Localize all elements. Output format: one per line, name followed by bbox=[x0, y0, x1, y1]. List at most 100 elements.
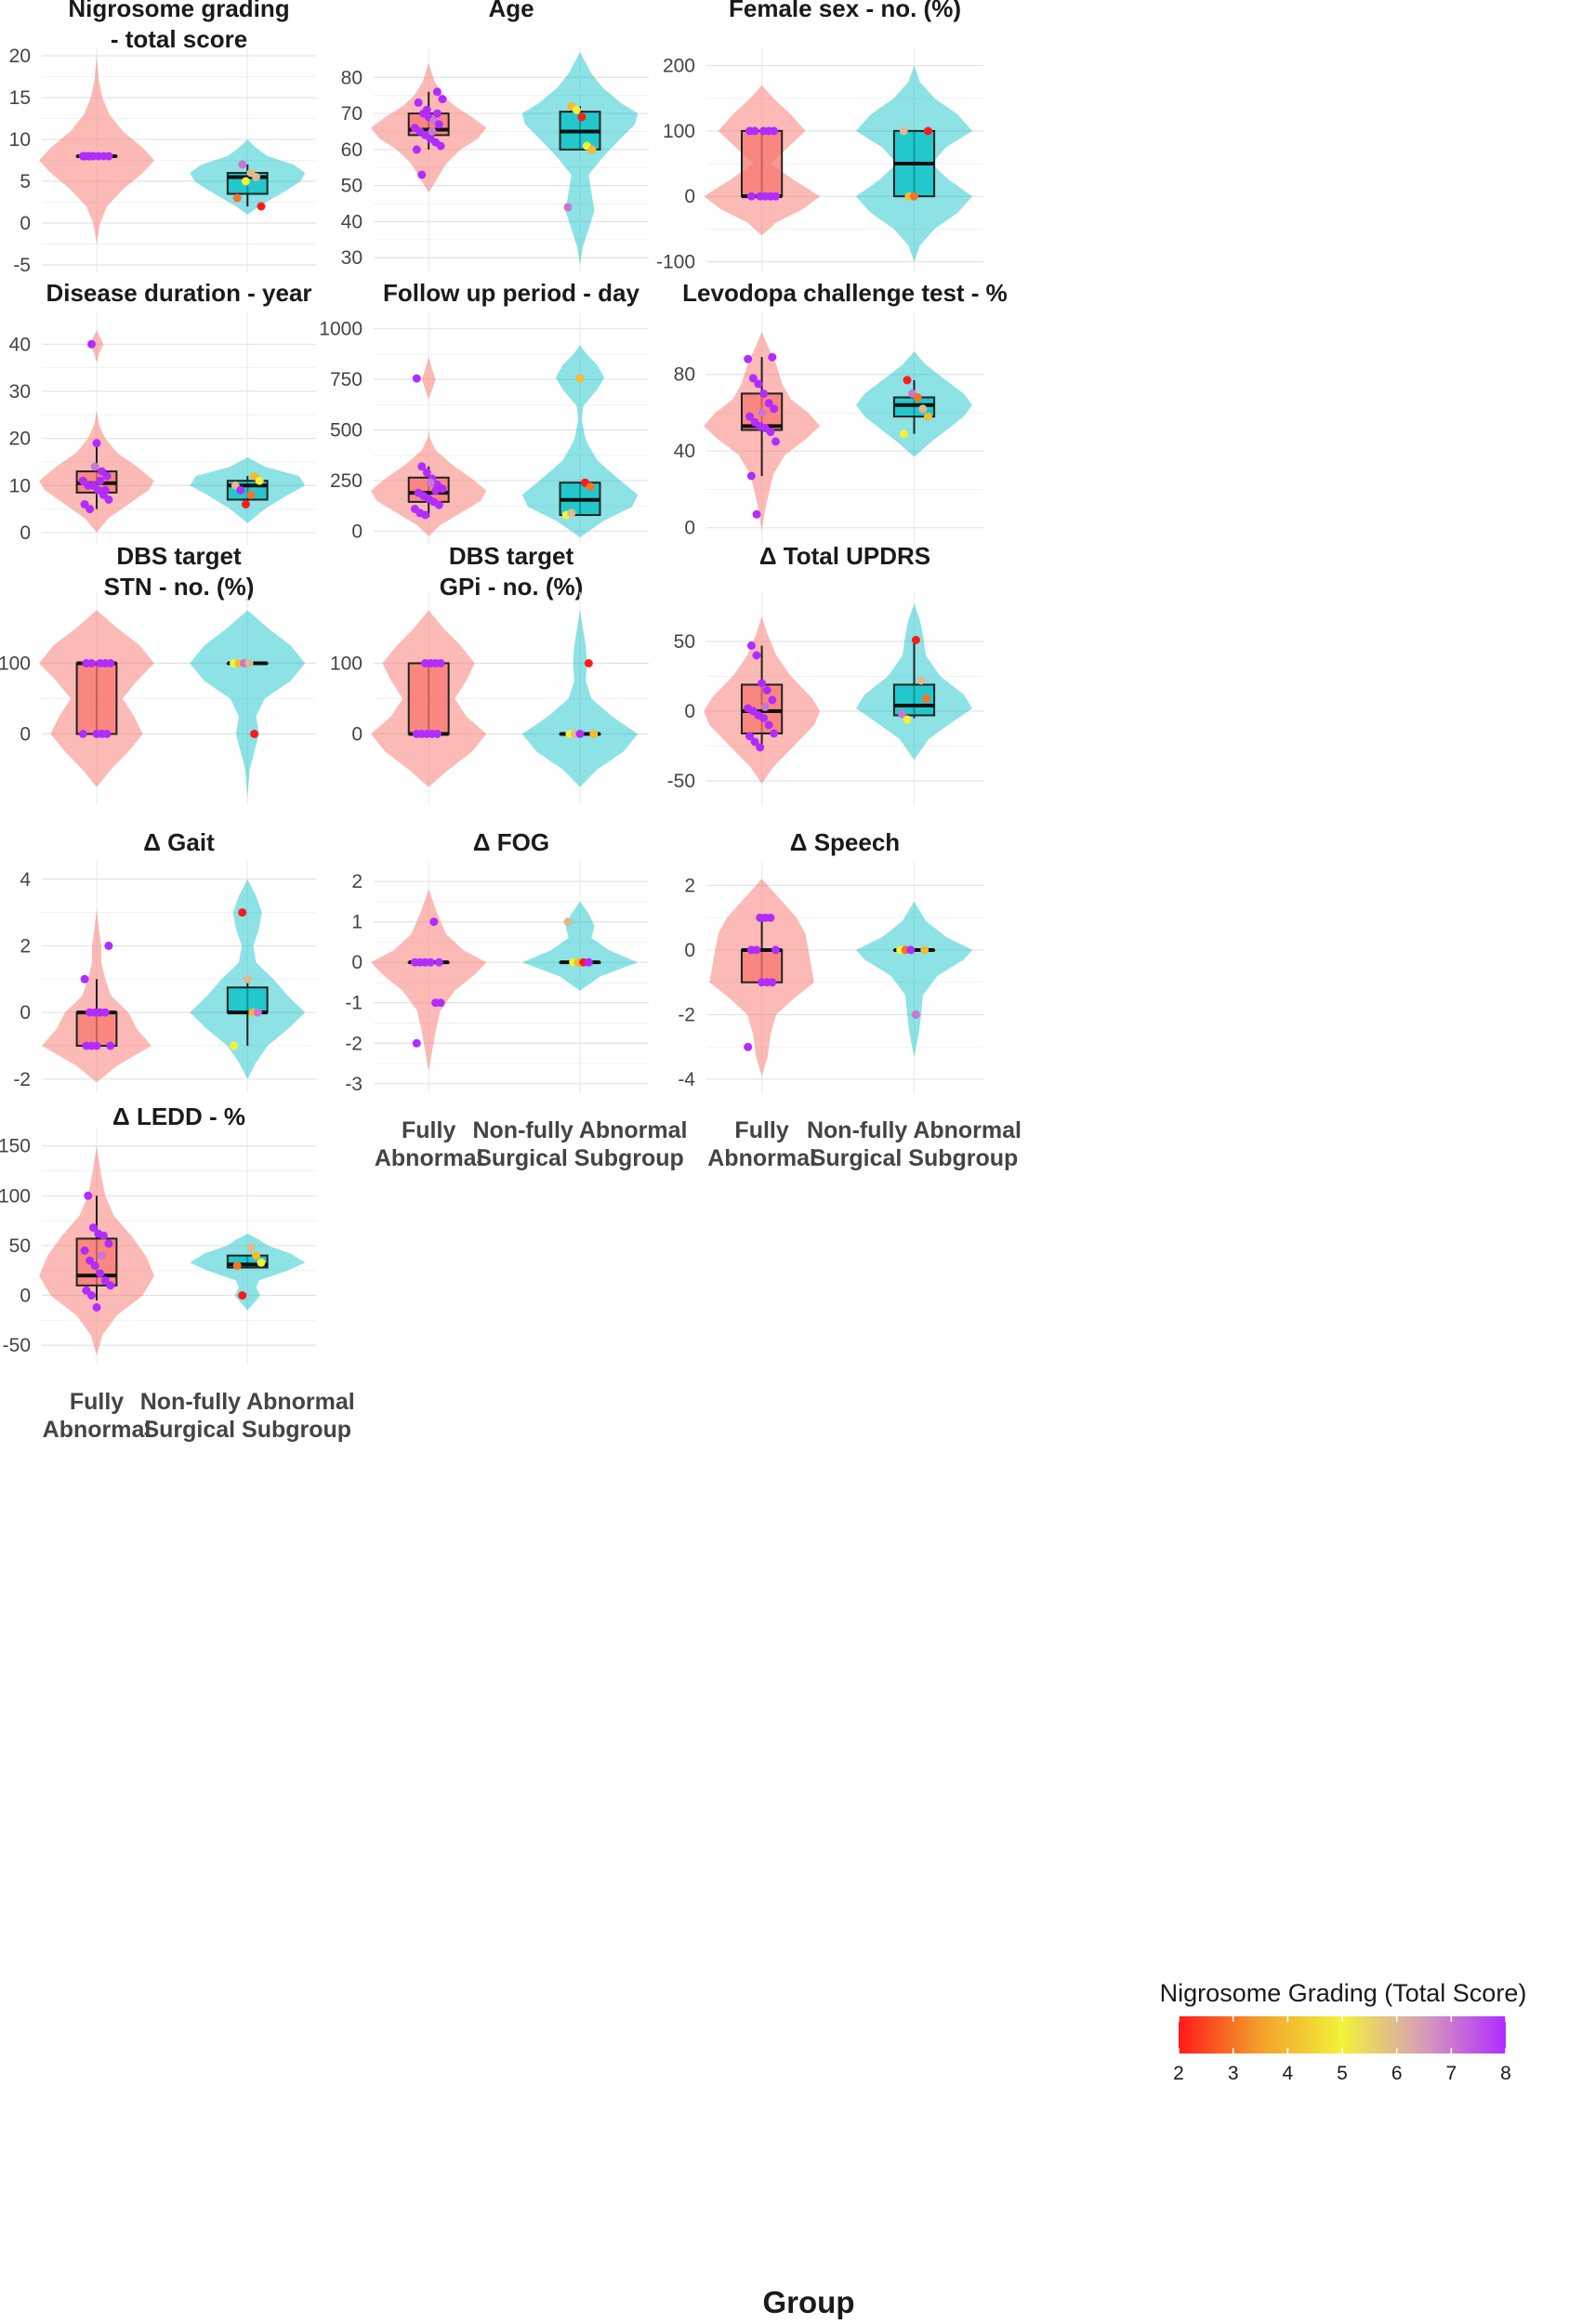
panel-title: Δ Gait bbox=[143, 828, 215, 856]
y-tick-label: -2 bbox=[345, 1033, 363, 1054]
data-point bbox=[760, 703, 770, 711]
x-category-label: Abnormal bbox=[43, 1417, 152, 1443]
violin-fully-abnormal bbox=[371, 357, 487, 536]
y-tick-label: 5 bbox=[20, 171, 31, 192]
y-tick-label: 20 bbox=[9, 46, 31, 67]
data-point bbox=[745, 732, 755, 741]
panel-title: Follow up period - day bbox=[383, 279, 639, 307]
legend-tick-label: 4 bbox=[1282, 2063, 1293, 2084]
data-point bbox=[770, 126, 779, 136]
data-point bbox=[100, 1276, 110, 1285]
y-tick-label: 100 bbox=[0, 1185, 31, 1207]
panel-title: STN - no. (%) bbox=[104, 573, 255, 601]
y-tick-label: -4 bbox=[678, 1069, 695, 1090]
data-point bbox=[104, 941, 113, 950]
y-tick-label: -2 bbox=[678, 1004, 695, 1025]
y-tick-label: 200 bbox=[663, 56, 695, 77]
panel-title: GPi - no. (%) bbox=[440, 573, 584, 601]
legend-tick-label: 3 bbox=[1228, 2063, 1239, 2084]
box-iqr bbox=[226, 986, 269, 1014]
data-point bbox=[752, 651, 761, 660]
legend-colorbar bbox=[1179, 2016, 1506, 2053]
y-tick-label: 0 bbox=[20, 724, 31, 746]
data-point bbox=[432, 87, 442, 97]
violin-fully-abnormal bbox=[39, 330, 154, 533]
data-point bbox=[429, 918, 439, 927]
data-point bbox=[96, 476, 105, 485]
data-point bbox=[90, 462, 99, 471]
data-point bbox=[428, 127, 437, 136]
violin-non-fully-abnormal bbox=[521, 901, 639, 991]
data-point bbox=[438, 484, 447, 494]
data-point bbox=[577, 112, 587, 122]
x-category-label: Fully bbox=[734, 1117, 788, 1143]
data-point bbox=[252, 173, 260, 181]
data-point bbox=[421, 510, 429, 520]
data-point bbox=[898, 709, 906, 719]
y-tick-label: 1000 bbox=[319, 319, 363, 340]
data-point bbox=[96, 1269, 105, 1278]
data-point bbox=[104, 495, 113, 504]
data-point bbox=[923, 126, 932, 136]
data-point bbox=[563, 918, 573, 927]
data-point bbox=[768, 352, 777, 362]
data-point bbox=[759, 714, 768, 722]
data-point bbox=[744, 1042, 753, 1051]
data-point bbox=[86, 1256, 95, 1265]
data-point bbox=[434, 500, 443, 509]
y-tick-label: 30 bbox=[9, 381, 31, 403]
data-point bbox=[90, 1261, 99, 1270]
color-legend: Nigrosome Grading (Total Score) 2 3 4 5 6 7 8 bbox=[1160, 1979, 1527, 2084]
data-point bbox=[92, 1302, 101, 1312]
y-tick-label: -2 bbox=[13, 1069, 31, 1090]
data-point bbox=[426, 478, 435, 487]
data-point bbox=[750, 126, 759, 136]
violin-non-fully-abnormal bbox=[190, 1234, 306, 1311]
box-iqr bbox=[407, 662, 450, 735]
data-point bbox=[87, 1291, 96, 1300]
violin-fully-abnormal bbox=[371, 889, 487, 1072]
data-point bbox=[910, 191, 918, 201]
data-point bbox=[764, 399, 773, 408]
data-point bbox=[770, 404, 779, 414]
data-point bbox=[246, 1243, 256, 1252]
data-point bbox=[567, 508, 576, 518]
data-point bbox=[771, 945, 780, 955]
y-tick-label: 10 bbox=[9, 475, 31, 496]
box-iqr bbox=[75, 662, 118, 735]
panel-title: DBS target bbox=[449, 542, 574, 570]
data-point bbox=[746, 641, 756, 650]
panel-title: Δ Speech bbox=[790, 828, 900, 856]
box-iqr bbox=[75, 1011, 118, 1047]
panel-title: DBS target bbox=[116, 542, 242, 570]
y-tick-label: 20 bbox=[9, 429, 31, 450]
data-point bbox=[99, 1231, 108, 1240]
panel-followup: Follow up period - day 0 250 500 750 1000 bbox=[319, 279, 649, 545]
legend-title: Nigrosome Grading (Total Score) bbox=[1160, 1979, 1527, 2007]
y-tick-label: 750 bbox=[330, 369, 363, 390]
y-tick-label: -5 bbox=[13, 255, 31, 276]
panel-title: Δ FOG bbox=[473, 828, 549, 856]
data-point bbox=[903, 376, 912, 385]
panel-age: Age 30 40 50 60 70 80 bbox=[341, 0, 649, 272]
data-point bbox=[906, 945, 916, 955]
y-tick-label: 60 bbox=[341, 139, 363, 161]
panel-gait: Δ Gait -2 0 2 4 bbox=[13, 828, 316, 1093]
data-point bbox=[746, 471, 756, 481]
panel-title: Disease duration - year bbox=[46, 279, 311, 307]
violin-non-fully-abnormal bbox=[521, 345, 639, 537]
y-tick-label: 100 bbox=[0, 653, 31, 674]
data-point bbox=[436, 659, 445, 667]
data-point bbox=[916, 676, 926, 685]
data-point bbox=[922, 694, 930, 703]
data-point bbox=[414, 98, 423, 107]
x-category-label: Surgical Subgroup bbox=[811, 1145, 1019, 1171]
data-point bbox=[768, 978, 777, 987]
data-point bbox=[758, 679, 767, 688]
data-point bbox=[241, 500, 250, 508]
data-point bbox=[102, 471, 112, 481]
data-point bbox=[426, 957, 435, 967]
data-point bbox=[586, 482, 595, 492]
x-category-label: Fully bbox=[70, 1389, 124, 1415]
data-point bbox=[257, 202, 266, 211]
